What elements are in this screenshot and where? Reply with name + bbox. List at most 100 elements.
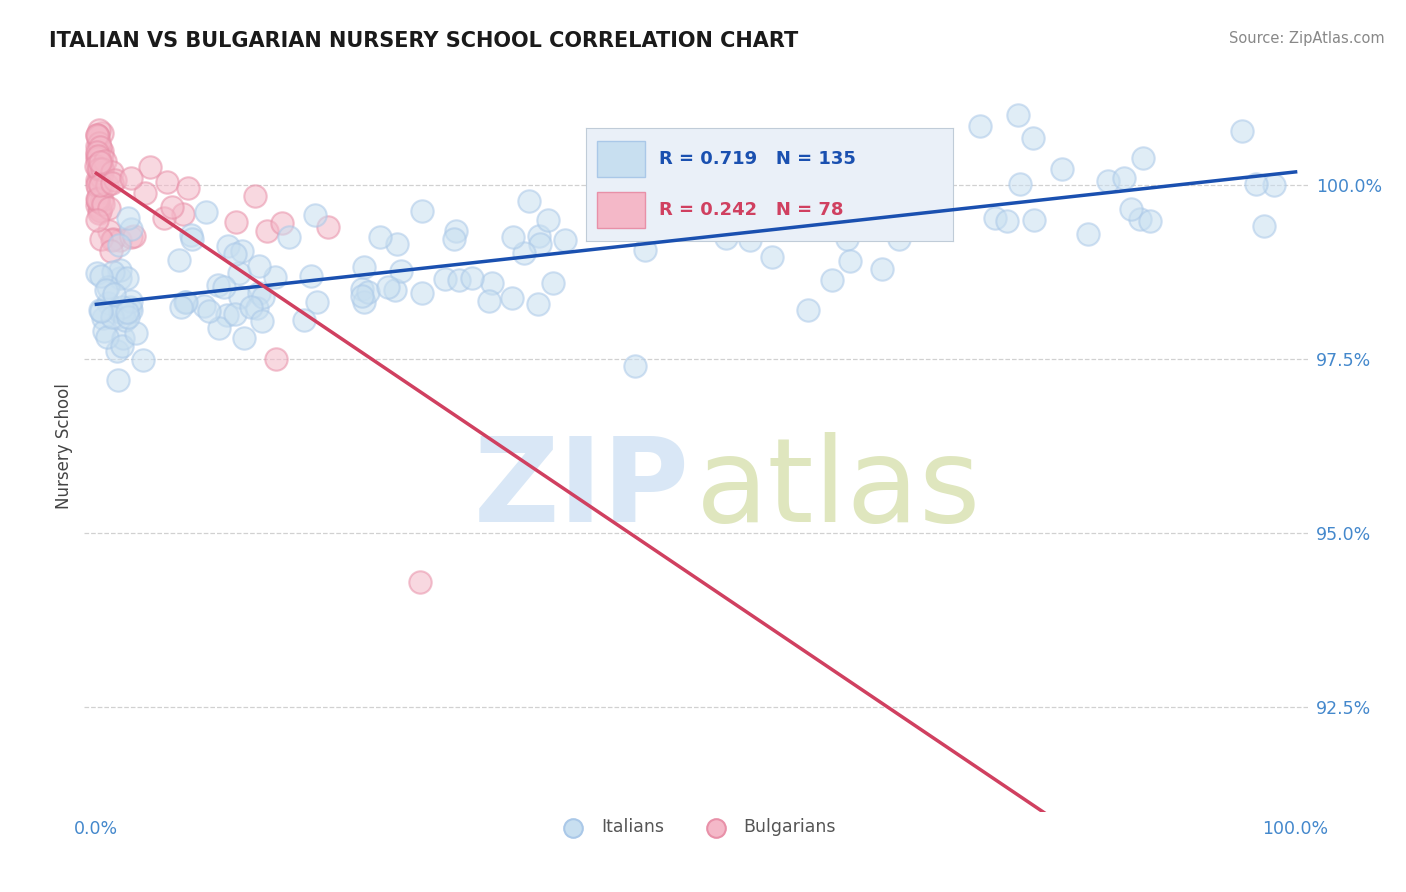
Point [86, 138, 108, 153]
Point [1139, 213, 1161, 227]
Point [247, 286, 270, 301]
Point [86, 192, 108, 206]
Point [969, 119, 991, 133]
Point [1010, 177, 1032, 191]
Point [91, 193, 114, 207]
Point [517, 194, 540, 208]
Point [86, 180, 108, 194]
Point [232, 331, 254, 345]
Point [90, 304, 112, 318]
Point [120, 221, 142, 235]
Point [1007, 108, 1029, 122]
Point [541, 276, 564, 290]
Point [217, 239, 239, 253]
Point [169, 300, 191, 314]
Point [1022, 131, 1045, 145]
Point [111, 300, 134, 314]
Point [87, 123, 110, 137]
Point [307, 294, 329, 309]
Point [673, 219, 696, 233]
Point [872, 262, 894, 277]
Point [86, 198, 108, 212]
Point [90, 149, 112, 163]
Point [91, 311, 114, 326]
Point [114, 313, 136, 327]
Point [87, 146, 110, 161]
Point [444, 223, 467, 237]
Point [1132, 152, 1154, 166]
Text: ZIP: ZIP [474, 433, 690, 548]
Point [86, 266, 108, 280]
Point [97, 223, 120, 237]
Point [443, 232, 465, 246]
Point [193, 299, 215, 313]
Point [783, 167, 806, 181]
Point [1114, 170, 1136, 185]
Point [96, 329, 118, 343]
Point [447, 272, 470, 286]
Point [108, 271, 131, 285]
Point [94, 283, 117, 297]
Point [118, 300, 141, 314]
Point [1050, 161, 1073, 176]
Point [368, 230, 391, 244]
Point [90, 126, 112, 140]
Point [225, 215, 247, 229]
Point [794, 211, 817, 225]
Point [176, 295, 198, 310]
Point [821, 272, 844, 286]
Point [1244, 177, 1267, 191]
Point [702, 189, 724, 203]
Point [277, 230, 299, 244]
Point [86, 145, 108, 160]
Point [316, 220, 339, 235]
Point [86, 128, 108, 142]
Point [87, 136, 110, 150]
Point [713, 214, 735, 228]
Point [117, 310, 139, 324]
Point [103, 287, 125, 301]
Point [229, 290, 252, 304]
Point [117, 211, 139, 225]
Point [86, 159, 108, 173]
Point [93, 324, 115, 338]
Point [90, 165, 112, 179]
Point [1129, 211, 1152, 226]
Point [91, 179, 114, 194]
Point [1263, 178, 1285, 193]
Point [120, 171, 142, 186]
Point [120, 230, 142, 244]
Point [89, 178, 111, 193]
Point [212, 280, 235, 294]
Point [98, 201, 121, 215]
Point [756, 212, 779, 227]
Point [89, 153, 111, 168]
Point [894, 174, 917, 188]
Point [89, 201, 111, 215]
Point [838, 254, 860, 268]
Point [90, 269, 112, 284]
Point [97, 280, 120, 294]
Point [264, 351, 287, 366]
Point [87, 151, 110, 165]
Point [153, 211, 176, 226]
Point [87, 161, 110, 176]
Point [786, 204, 808, 219]
Point [246, 301, 269, 316]
Point [411, 204, 433, 219]
Point [208, 321, 231, 335]
Legend: Italians, Bulgarians: Italians, Bulgarians [548, 812, 844, 843]
Point [882, 167, 904, 181]
Point [105, 343, 128, 358]
Point [231, 244, 253, 258]
Point [87, 191, 110, 205]
Y-axis label: Nursery School: Nursery School [55, 383, 73, 509]
Point [112, 331, 135, 345]
Point [87, 149, 110, 163]
Point [863, 205, 886, 219]
Point [1024, 213, 1046, 227]
Point [350, 282, 373, 296]
Point [181, 232, 204, 246]
Point [264, 269, 287, 284]
Point [100, 233, 122, 247]
